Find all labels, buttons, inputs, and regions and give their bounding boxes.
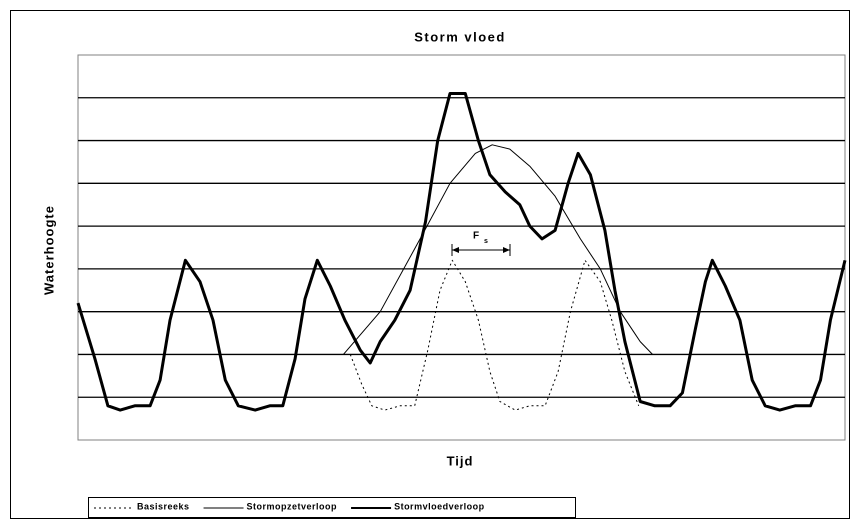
- legend-label: Stormvloedverloop: [394, 501, 485, 511]
- arrow-head: [452, 247, 510, 253]
- plot-border: [77, 54, 846, 441]
- series-line: [349, 259, 640, 411]
- y-axis-label: Waterhoogte: [41, 205, 56, 295]
- annotation-label: F: [473, 231, 479, 242]
- x-axis-label: Tijd: [447, 453, 474, 468]
- chart-title: Storm vloed: [414, 29, 506, 44]
- series-line: [76, 92, 847, 412]
- legend-box: [88, 497, 576, 518]
- legend-label: Stormopzetverloop: [247, 501, 338, 511]
- annotation-subscript: s: [484, 238, 488, 245]
- legend-label: Basisreeks: [137, 501, 190, 511]
